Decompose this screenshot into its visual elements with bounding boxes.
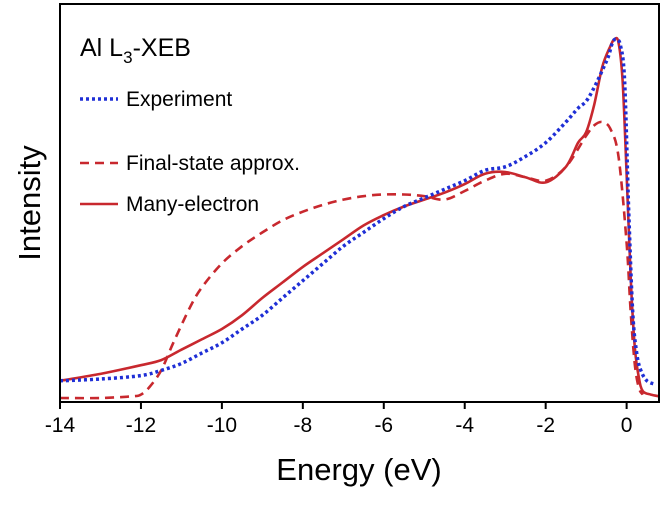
series-line-final-state-approx — [60, 120, 644, 400]
x-tick-label: -4 — [455, 414, 474, 437]
x-tick-label: -8 — [293, 414, 312, 437]
series-line-experiment — [60, 37, 656, 386]
legend-label: Final-state approx. — [126, 152, 300, 175]
x-tick-label: -2 — [536, 414, 555, 437]
legend-label: Experiment — [126, 88, 232, 111]
plot-frame — [59, 3, 660, 403]
sample-annotation: Al L3-XEB — [80, 34, 191, 67]
annotation-prefix: Al L — [80, 34, 123, 62]
x-axis-label: Energy (eV) — [276, 452, 441, 487]
legend-label: Many-electron — [126, 193, 259, 216]
y-axis-label: Intensity — [12, 145, 47, 261]
x-tick-layer: -14 -12 -10 -8 -6 -4 -2 0 — [45, 402, 633, 437]
x-tick-label: -10 — [207, 414, 237, 437]
x-tick-label: -6 — [374, 414, 393, 437]
x-tick-label: 0 — [621, 414, 633, 437]
x-tick-label: -12 — [126, 414, 156, 437]
legend: Experiment Final-state approx. Many-electr… — [80, 88, 300, 216]
series-layer — [60, 36, 659, 400]
annotation-suffix: -XEB — [133, 34, 191, 62]
annotation-subscript: 3 — [123, 48, 132, 67]
x-tick-label: -14 — [45, 414, 76, 437]
